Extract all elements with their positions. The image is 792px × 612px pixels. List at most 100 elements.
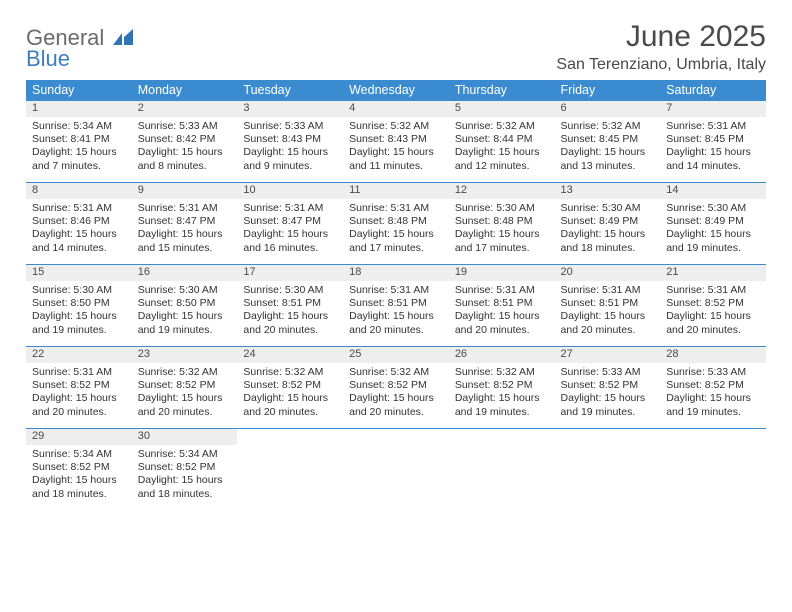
daylight-text: Daylight: 15 hours	[561, 310, 655, 323]
daylight-text: Daylight: 15 hours	[561, 392, 655, 405]
sunrise-text: Sunrise: 5:32 AM	[349, 120, 443, 133]
daylight-text: Daylight: 15 hours	[455, 228, 549, 241]
day-content-cell: Sunrise: 5:31 AMSunset: 8:47 PMDaylight:…	[237, 199, 343, 265]
daylight-text: Daylight: 15 hours	[243, 228, 337, 241]
day-number-cell: 2	[132, 101, 238, 117]
day-content-cell: Sunrise: 5:34 AMSunset: 8:41 PMDaylight:…	[26, 117, 132, 183]
sunrise-text: Sunrise: 5:34 AM	[32, 120, 126, 133]
sunrise-text: Sunrise: 5:33 AM	[138, 120, 232, 133]
title-block: June 2025 San Terenziano, Umbria, Italy	[556, 20, 766, 74]
sunrise-text: Sunrise: 5:32 AM	[243, 366, 337, 379]
day-number-cell	[555, 429, 661, 445]
day-content-cell: Sunrise: 5:30 AMSunset: 8:51 PMDaylight:…	[237, 281, 343, 347]
sunset-text: Sunset: 8:47 PM	[138, 215, 232, 228]
daylight-text: Daylight: 15 hours	[243, 392, 337, 405]
calendar-body: 1234567Sunrise: 5:34 AMSunset: 8:41 PMDa…	[26, 101, 766, 511]
sunrise-text: Sunrise: 5:32 AM	[455, 366, 549, 379]
daylight-text: Daylight: 15 hours	[138, 146, 232, 159]
daylight-text: Daylight: 15 hours	[666, 228, 760, 241]
day-content-cell: Sunrise: 5:32 AMSunset: 8:44 PMDaylight:…	[449, 117, 555, 183]
sunrise-text: Sunrise: 5:34 AM	[32, 448, 126, 461]
content-row: Sunrise: 5:31 AMSunset: 8:52 PMDaylight:…	[26, 363, 766, 429]
content-row: Sunrise: 5:34 AMSunset: 8:52 PMDaylight:…	[26, 445, 766, 511]
sunrise-text: Sunrise: 5:32 AM	[455, 120, 549, 133]
daylight-text: Daylight: 15 hours	[243, 146, 337, 159]
page-header: General Blue June 2025 San Terenziano, U…	[26, 20, 766, 74]
sunset-text: Sunset: 8:52 PM	[243, 379, 337, 392]
day-content-cell: Sunrise: 5:33 AMSunset: 8:42 PMDaylight:…	[132, 117, 238, 183]
daylight-text: and 20 minutes.	[349, 324, 443, 337]
daylight-text: Daylight: 15 hours	[32, 228, 126, 241]
sunrise-text: Sunrise: 5:32 AM	[349, 366, 443, 379]
day-number-cell: 18	[343, 265, 449, 281]
daylight-text: Daylight: 15 hours	[32, 146, 126, 159]
calendar-table: Sunday Monday Tuesday Wednesday Thursday…	[26, 80, 766, 511]
weekday-header: Thursday	[449, 80, 555, 101]
daylight-text: and 19 minutes.	[666, 242, 760, 255]
sunrise-text: Sunrise: 5:32 AM	[561, 120, 655, 133]
sunrise-text: Sunrise: 5:30 AM	[138, 284, 232, 297]
day-content-cell: Sunrise: 5:31 AMSunset: 8:47 PMDaylight:…	[132, 199, 238, 265]
sunset-text: Sunset: 8:51 PM	[561, 297, 655, 310]
daylight-text: and 18 minutes.	[32, 488, 126, 501]
day-number-cell	[449, 429, 555, 445]
daylight-text: Daylight: 15 hours	[349, 392, 443, 405]
day-content-cell	[343, 445, 449, 511]
day-content-cell: Sunrise: 5:30 AMSunset: 8:49 PMDaylight:…	[555, 199, 661, 265]
day-content-cell: Sunrise: 5:34 AMSunset: 8:52 PMDaylight:…	[26, 445, 132, 511]
day-number-cell: 30	[132, 429, 238, 445]
sunrise-text: Sunrise: 5:32 AM	[138, 366, 232, 379]
sunset-text: Sunset: 8:44 PM	[455, 133, 549, 146]
day-number-cell	[660, 429, 766, 445]
content-row: Sunrise: 5:31 AMSunset: 8:46 PMDaylight:…	[26, 199, 766, 265]
day-content-cell	[555, 445, 661, 511]
daylight-text: Daylight: 15 hours	[138, 310, 232, 323]
day-content-cell: Sunrise: 5:32 AMSunset: 8:52 PMDaylight:…	[449, 363, 555, 429]
sunrise-text: Sunrise: 5:31 AM	[32, 202, 126, 215]
daylight-text: and 20 minutes.	[666, 324, 760, 337]
daylight-text: Daylight: 15 hours	[32, 310, 126, 323]
day-number-cell: 28	[660, 347, 766, 363]
daylight-text: Daylight: 15 hours	[561, 228, 655, 241]
day-content-cell: Sunrise: 5:32 AMSunset: 8:43 PMDaylight:…	[343, 117, 449, 183]
day-number-cell: 16	[132, 265, 238, 281]
day-number-cell: 7	[660, 101, 766, 117]
sunset-text: Sunset: 8:47 PM	[243, 215, 337, 228]
sunset-text: Sunset: 8:52 PM	[666, 379, 760, 392]
sunrise-text: Sunrise: 5:31 AM	[666, 120, 760, 133]
day-number-cell: 8	[26, 183, 132, 199]
weekday-header: Sunday	[26, 80, 132, 101]
daylight-text: Daylight: 15 hours	[561, 146, 655, 159]
day-content-cell: Sunrise: 5:30 AMSunset: 8:50 PMDaylight:…	[132, 281, 238, 347]
daylight-text: Daylight: 15 hours	[455, 392, 549, 405]
daylight-text: and 19 minutes.	[666, 406, 760, 419]
sunset-text: Sunset: 8:52 PM	[349, 379, 443, 392]
day-number-cell: 25	[343, 347, 449, 363]
daylight-text: and 20 minutes.	[243, 324, 337, 337]
sunrise-text: Sunrise: 5:31 AM	[561, 284, 655, 297]
daylight-text: and 16 minutes.	[243, 242, 337, 255]
daylight-text: and 19 minutes.	[138, 324, 232, 337]
daylight-text: Daylight: 15 hours	[138, 474, 232, 487]
day-content-cell: Sunrise: 5:30 AMSunset: 8:48 PMDaylight:…	[449, 199, 555, 265]
daylight-text: and 20 minutes.	[243, 406, 337, 419]
daylight-text: and 20 minutes.	[138, 406, 232, 419]
daylight-text: and 7 minutes.	[32, 160, 126, 173]
daynum-row: 15161718192021	[26, 265, 766, 281]
day-number-cell: 14	[660, 183, 766, 199]
daynum-row: 1234567	[26, 101, 766, 117]
sunset-text: Sunset: 8:52 PM	[455, 379, 549, 392]
content-row: Sunrise: 5:30 AMSunset: 8:50 PMDaylight:…	[26, 281, 766, 347]
sunset-text: Sunset: 8:50 PM	[32, 297, 126, 310]
sunrise-text: Sunrise: 5:31 AM	[455, 284, 549, 297]
weekday-header: Saturday	[660, 80, 766, 101]
sunrise-text: Sunrise: 5:30 AM	[455, 202, 549, 215]
day-number-cell: 10	[237, 183, 343, 199]
day-content-cell: Sunrise: 5:33 AMSunset: 8:43 PMDaylight:…	[237, 117, 343, 183]
day-number-cell: 1	[26, 101, 132, 117]
daylight-text: Daylight: 15 hours	[349, 146, 443, 159]
day-content-cell: Sunrise: 5:31 AMSunset: 8:45 PMDaylight:…	[660, 117, 766, 183]
location-text: San Terenziano, Umbria, Italy	[556, 56, 766, 74]
day-number-cell: 3	[237, 101, 343, 117]
sunrise-text: Sunrise: 5:31 AM	[349, 284, 443, 297]
